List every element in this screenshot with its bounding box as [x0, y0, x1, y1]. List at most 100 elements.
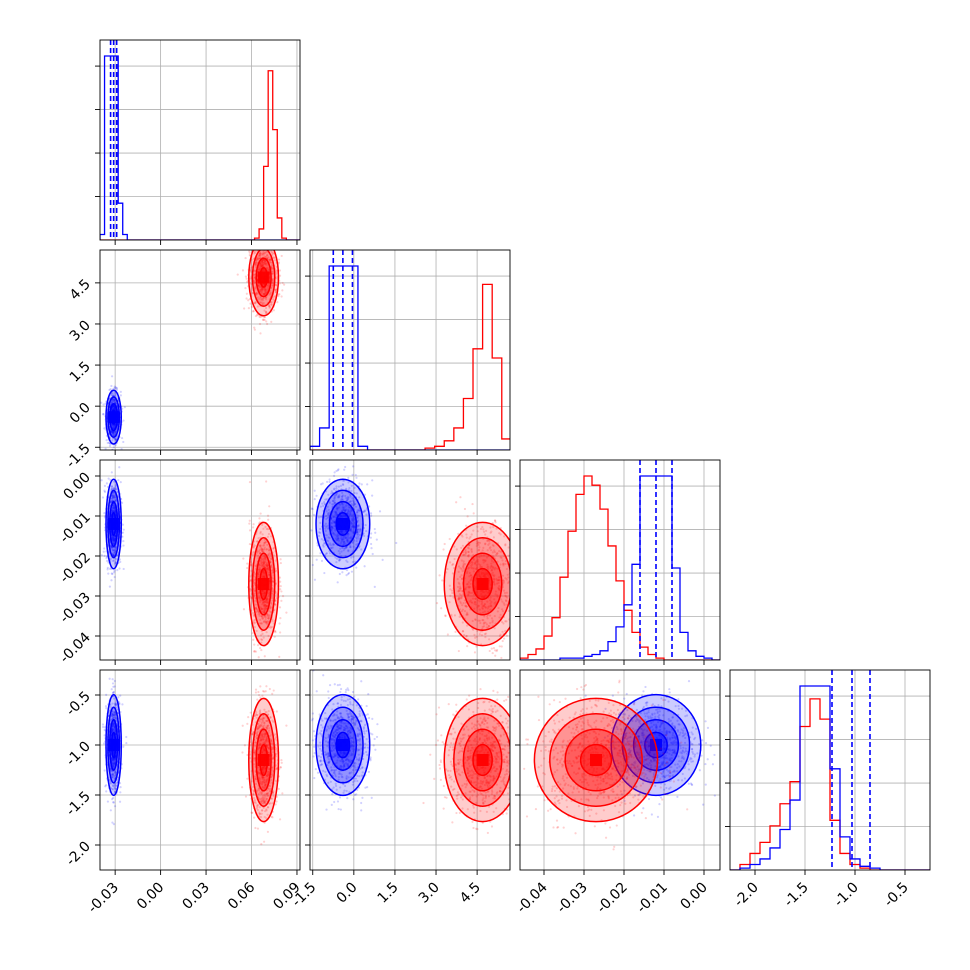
scatter-point [373, 527, 376, 531]
scatter-point [325, 498, 328, 501]
scatter-point [264, 291, 268, 294]
scatter-point [266, 569, 269, 572]
scatter-point [333, 471, 336, 474]
scatter-point [470, 566, 473, 569]
scatter-point [262, 302, 265, 305]
scatter-point [514, 581, 516, 583]
scatter-point [496, 567, 499, 570]
scatter-point [244, 275, 248, 278]
scatter-point [352, 555, 355, 558]
scatter-point [328, 511, 331, 514]
scatter-point [103, 489, 106, 492]
scatter-point [112, 425, 115, 428]
scatter-point [261, 261, 264, 264]
scatter-point [266, 623, 269, 626]
scatter-point [477, 549, 480, 552]
scatter-point [263, 252, 266, 255]
scatter-point [254, 263, 258, 266]
scatter-point [112, 494, 115, 498]
scatter-point [249, 564, 253, 567]
scatter-point [111, 728, 114, 731]
scatter-point [259, 265, 262, 268]
scatter-point [264, 604, 267, 607]
scatter-point [343, 468, 346, 471]
scatter-point [357, 533, 360, 536]
scatter-point [260, 550, 264, 553]
scatter-point [457, 590, 460, 593]
scatter-point [112, 504, 115, 508]
scatter-point [477, 563, 480, 566]
scatter-point [326, 516, 329, 520]
scatter-point [322, 504, 325, 508]
scatter-point [455, 548, 458, 551]
scatter-point [325, 510, 328, 513]
scatter-point [102, 413, 105, 416]
scatter-point [459, 567, 462, 570]
scatter-point [336, 496, 340, 499]
scatter-point [339, 542, 342, 545]
scatter-point [462, 553, 465, 557]
scatter-point [111, 538, 114, 541]
contour-line [472, 567, 493, 601]
scatter-point [264, 604, 268, 607]
scatter-point [274, 289, 278, 292]
scatter-point [115, 388, 119, 391]
scatter-point [261, 617, 264, 620]
scatter-point [503, 637, 506, 640]
scatter-point [357, 531, 360, 534]
scatter-point [257, 298, 261, 301]
scatter-point [501, 630, 504, 633]
panel-frame [99, 39, 301, 241]
scatter-point [339, 503, 342, 506]
scatter-point [337, 496, 340, 499]
scatter-point [269, 610, 272, 614]
scatter-point [464, 562, 467, 566]
scatter-point [269, 247, 271, 249]
scatter-point [264, 263, 267, 266]
scatter-point [253, 275, 256, 279]
scatter-point [110, 729, 114, 733]
scatter-point [259, 315, 262, 319]
scatter-point [467, 594, 470, 597]
scatter-point [468, 571, 471, 575]
scatter-point [114, 510, 117, 513]
scatter-point [342, 549, 345, 552]
scatter-point [258, 242, 260, 244]
scatter-point [111, 432, 115, 435]
scatter-point [112, 496, 116, 500]
scatter-point [268, 552, 271, 555]
scatter-point [525, 545, 527, 547]
scatter-point [474, 567, 478, 571]
scatter-point [492, 580, 495, 583]
scatter-point [113, 507, 116, 510]
scatter-point [349, 529, 352, 532]
scatter-point [463, 553, 466, 557]
scatter-point [260, 301, 264, 304]
scatter-point [266, 564, 269, 567]
scatter-point [487, 574, 490, 577]
scatter-point [110, 688, 113, 691]
scatter-point [332, 543, 335, 547]
scatter-point [319, 521, 322, 524]
scatter-point [111, 714, 114, 717]
panel-0-0 [95, 39, 301, 245]
scatter-point [254, 301, 257, 304]
scatter-point [115, 438, 118, 441]
scatter-point [259, 544, 262, 547]
scatter-point [111, 770, 114, 773]
scatter-point [480, 599, 483, 602]
scatter-point [321, 482, 324, 485]
scatter-point [267, 598, 270, 601]
scatter-point [111, 727, 114, 731]
scatter-point [468, 590, 471, 593]
scatter-point [363, 510, 366, 513]
scatter-point [442, 548, 445, 551]
scatter-point [498, 585, 501, 588]
scatter-point [260, 264, 263, 268]
scatter-point [279, 585, 282, 588]
scatter-point [461, 577, 464, 580]
scatter-point [111, 773, 115, 776]
scatter-point [265, 548, 269, 551]
scatter-point [502, 602, 505, 605]
scatter-point [274, 288, 277, 291]
